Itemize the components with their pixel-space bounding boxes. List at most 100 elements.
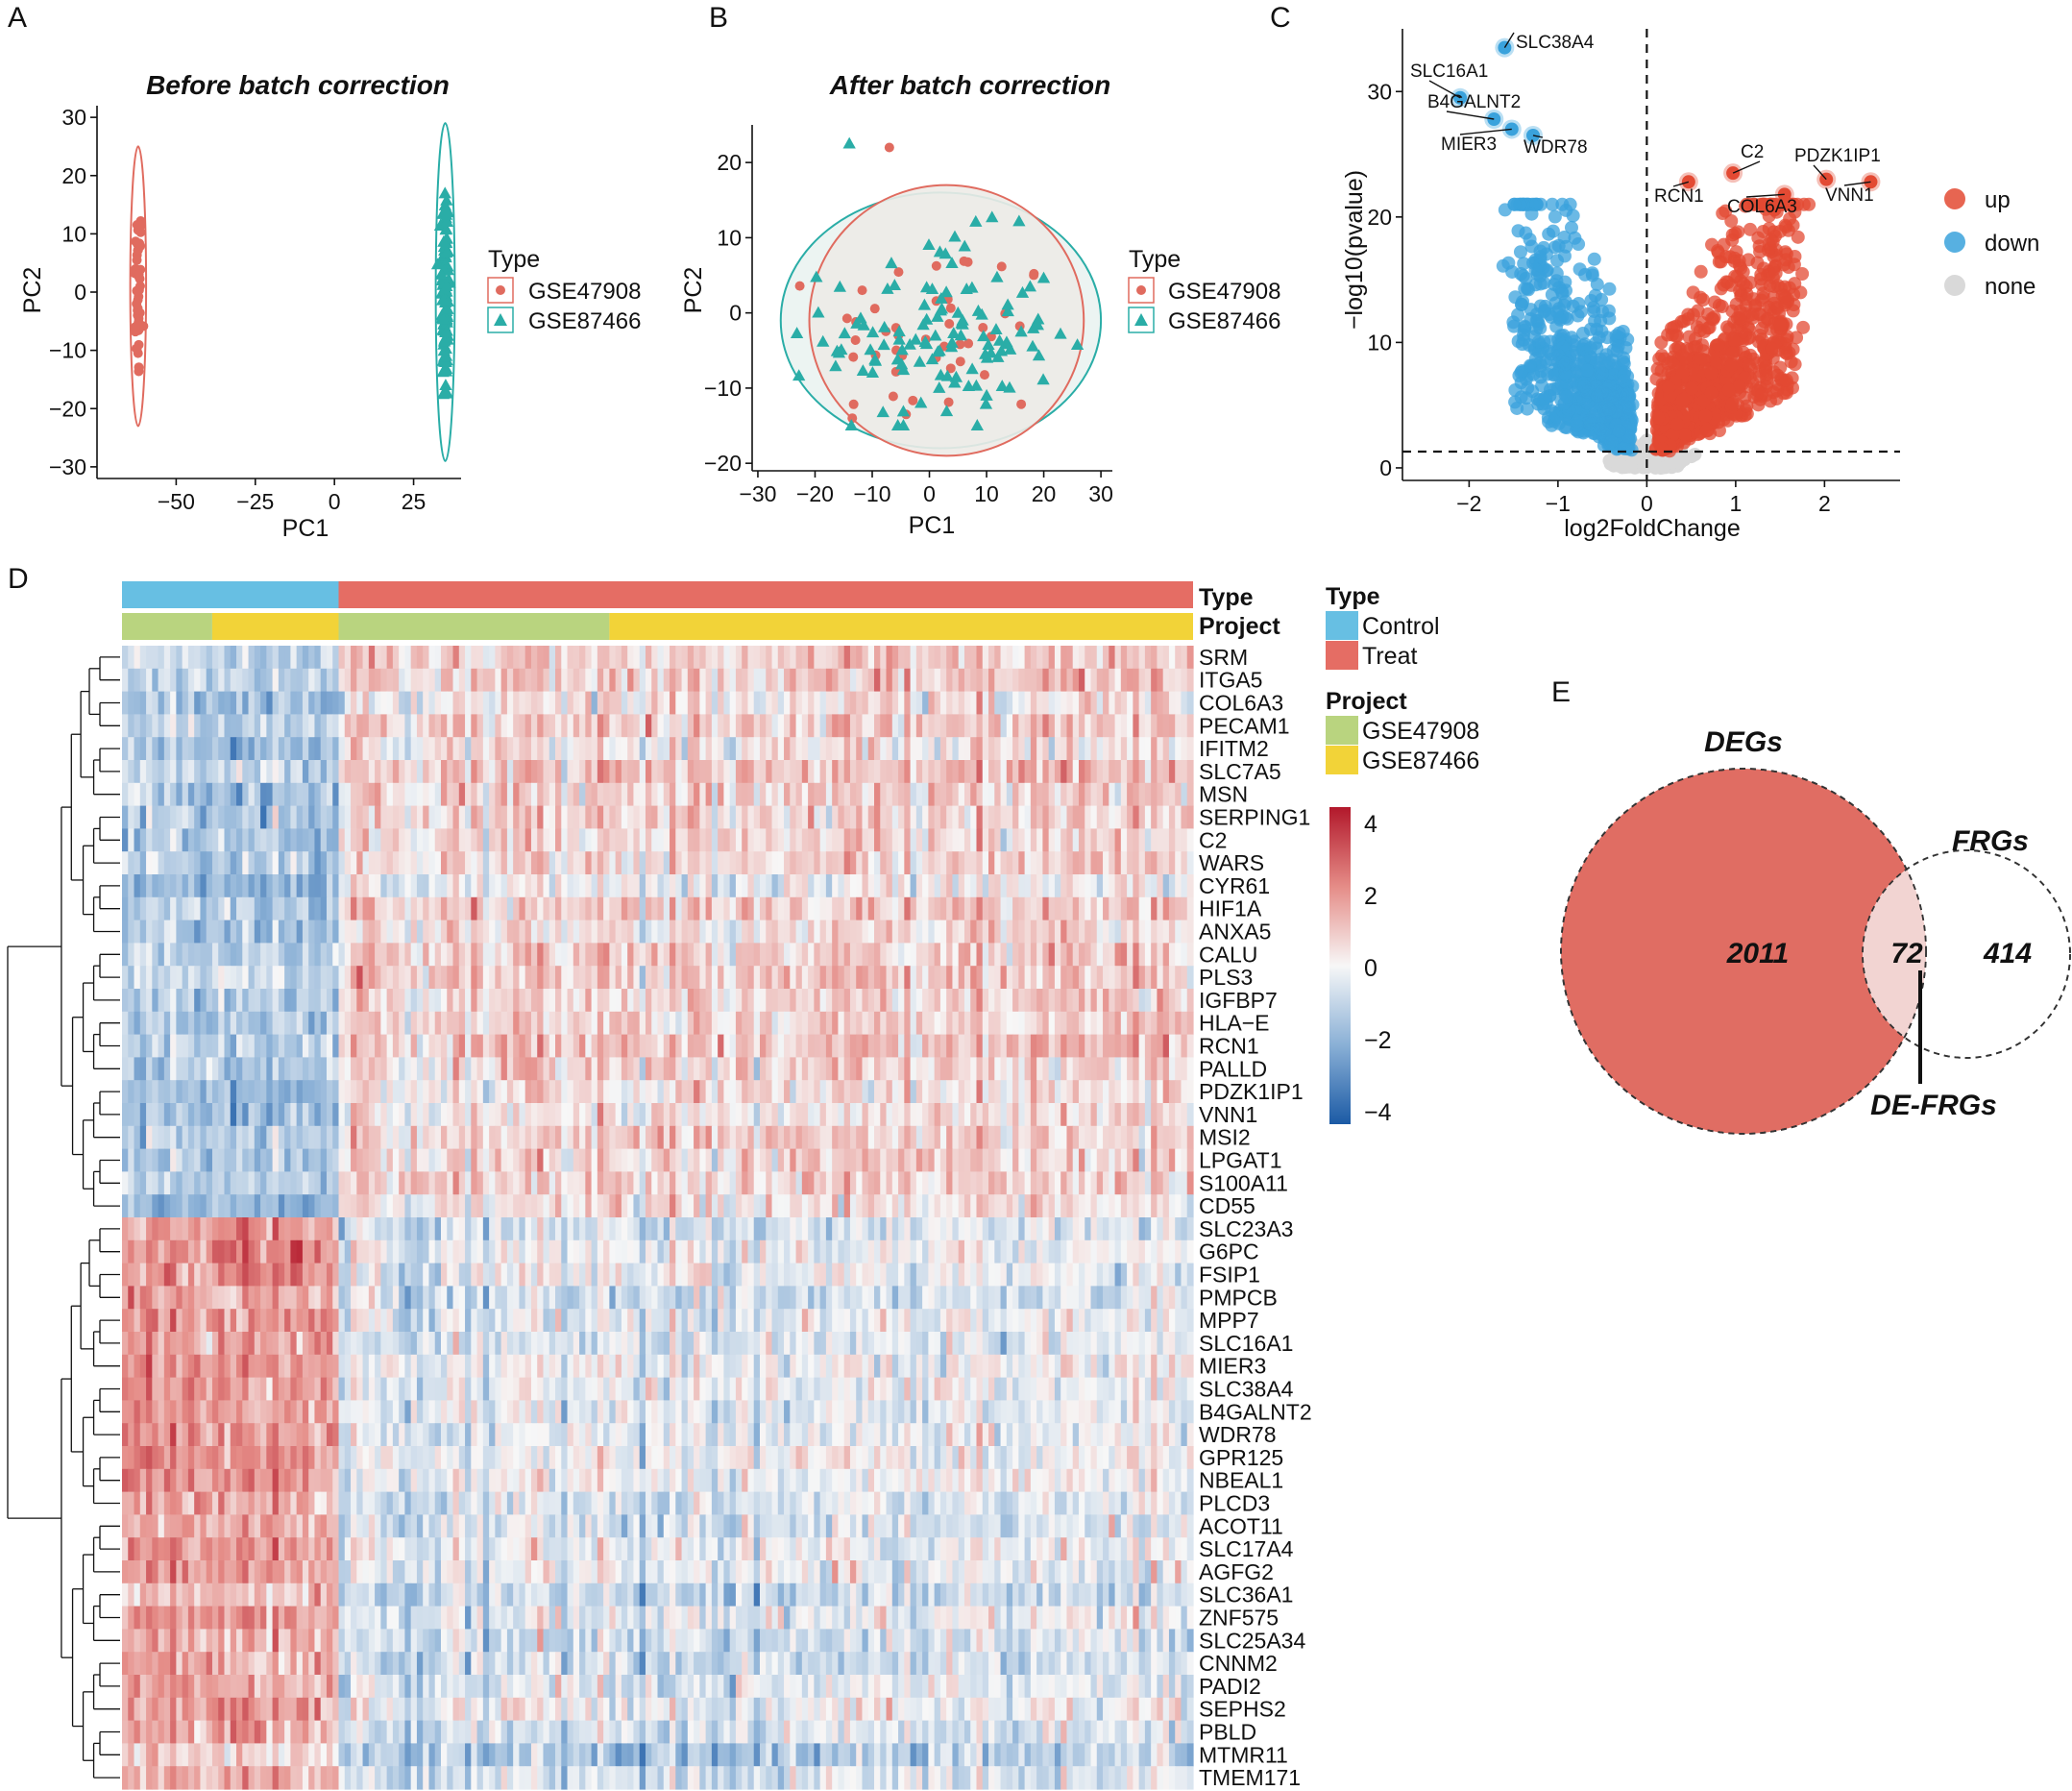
heatmap-cell — [910, 943, 917, 967]
heatmap-cell — [260, 805, 267, 829]
heatmap-cell — [362, 896, 370, 921]
pca-after-panel: After batch correction −30 −20 −10 0 10 20 30−… — [680, 70, 1280, 539]
heatmap-cell — [139, 646, 147, 670]
heatmap-cell — [356, 737, 364, 761]
heatmap-cell — [1066, 896, 1074, 921]
pca-after-point — [888, 391, 898, 402]
heatmap-cell — [1138, 646, 1146, 670]
pca-before-point — [440, 362, 453, 374]
pca-before-point — [434, 267, 448, 280]
heatmap-cell — [711, 646, 719, 670]
heatmap-cell — [567, 851, 574, 875]
heatmap-cell — [302, 782, 309, 807]
heatmap-cell — [332, 828, 340, 852]
heatmap-cell — [500, 668, 508, 693]
heatmap-cell — [597, 920, 604, 944]
heatmap-cell — [705, 920, 713, 944]
heatmap-cell — [1181, 668, 1188, 693]
heatmap-cell — [838, 874, 845, 898]
heatmap-cell — [1012, 668, 1019, 693]
heatmap-cell — [375, 874, 381, 898]
heatmap-cell — [1133, 737, 1140, 761]
heatmap-cell — [206, 760, 213, 784]
volcano-point-down — [1524, 207, 1539, 221]
heatmap-cell — [747, 782, 755, 807]
heatmap-cell — [874, 874, 881, 898]
heatmap-cell — [206, 714, 213, 738]
heatmap-cell — [296, 828, 304, 852]
heatmap-cell — [777, 851, 785, 875]
heatmap-cell — [567, 943, 574, 967]
heatmap-cell — [915, 943, 923, 967]
heatmap-cell — [362, 668, 370, 693]
heatmap-cell — [290, 851, 298, 875]
heatmap-cell — [194, 896, 202, 921]
heatmap-cell — [1103, 691, 1109, 715]
heatmap-cell — [1018, 691, 1026, 715]
heatmap-cell — [651, 737, 659, 761]
heatmap-cell — [801, 737, 809, 761]
heatmap-cell — [735, 782, 743, 807]
heatmap-cell — [1103, 851, 1109, 875]
heatmap-cell — [988, 782, 995, 807]
heatmap-cell — [272, 874, 280, 898]
pca-after-point — [1026, 339, 1039, 352]
heatmap-cell — [128, 782, 135, 807]
heatmap-cell — [946, 760, 954, 784]
heatmap-cell — [139, 760, 147, 784]
heatmap-cell — [838, 714, 845, 738]
heatmap-cell — [573, 737, 580, 761]
heatmap-cell — [645, 737, 652, 761]
pca-after-point — [1031, 318, 1044, 331]
heatmap-cell — [825, 896, 833, 921]
heatmap-cell — [428, 920, 436, 944]
heatmap-cell — [1048, 874, 1056, 898]
heatmap-cell — [260, 691, 267, 715]
heatmap-cell — [314, 943, 322, 967]
heatmap-cell — [904, 896, 912, 921]
heatmap-cell — [735, 874, 743, 898]
heatmap-cell — [970, 691, 978, 715]
volcano-point-up — [1724, 358, 1739, 373]
heatmap-cell — [1024, 828, 1032, 852]
heatmap-cell — [495, 646, 502, 670]
heatmap-cell — [530, 646, 538, 670]
heatmap-cell — [506, 668, 514, 693]
heatmap-cell — [513, 943, 521, 967]
heatmap-cell — [351, 714, 357, 738]
heatmap-cell — [242, 782, 250, 807]
heatmap-cell — [663, 646, 670, 670]
heatmap-cell — [351, 805, 357, 829]
heatmap-cell — [1012, 874, 1019, 898]
heatmap-cell — [976, 737, 984, 761]
heatmap-cell — [482, 828, 490, 852]
heatmap-cell — [843, 782, 851, 807]
heatmap-cell — [946, 920, 954, 944]
heatmap-cell — [1054, 782, 1061, 807]
heatmap-cell — [386, 782, 394, 807]
legend-gse47908-label: GSE47908 — [528, 279, 641, 305]
heatmap-cell — [410, 782, 418, 807]
heatmap-cell — [832, 760, 840, 784]
heatmap-cell — [856, 646, 864, 670]
heatmap-cell — [735, 691, 743, 715]
heatmap-cell — [915, 668, 923, 693]
heatmap-cell — [621, 920, 628, 944]
heatmap-cell — [1186, 668, 1194, 693]
heatmap-cell — [1060, 851, 1068, 875]
heatmap-cell — [1072, 805, 1080, 829]
heatmap-cell — [158, 646, 165, 670]
heatmap-cell — [718, 805, 724, 829]
volcano-point-up — [1742, 253, 1756, 267]
heatmap-cell — [1000, 782, 1008, 807]
heatmap-cell — [753, 896, 761, 921]
heatmap-cell — [670, 668, 676, 693]
heatmap-cell — [1138, 668, 1146, 693]
heatmap-cell — [519, 874, 526, 898]
heatmap-cell — [476, 714, 484, 738]
heatmap-cell — [1018, 782, 1026, 807]
heatmap-cell — [633, 851, 641, 875]
heatmap-cell — [795, 782, 803, 807]
volcano-point-up — [1719, 275, 1734, 289]
heatmap-cell — [380, 714, 388, 738]
